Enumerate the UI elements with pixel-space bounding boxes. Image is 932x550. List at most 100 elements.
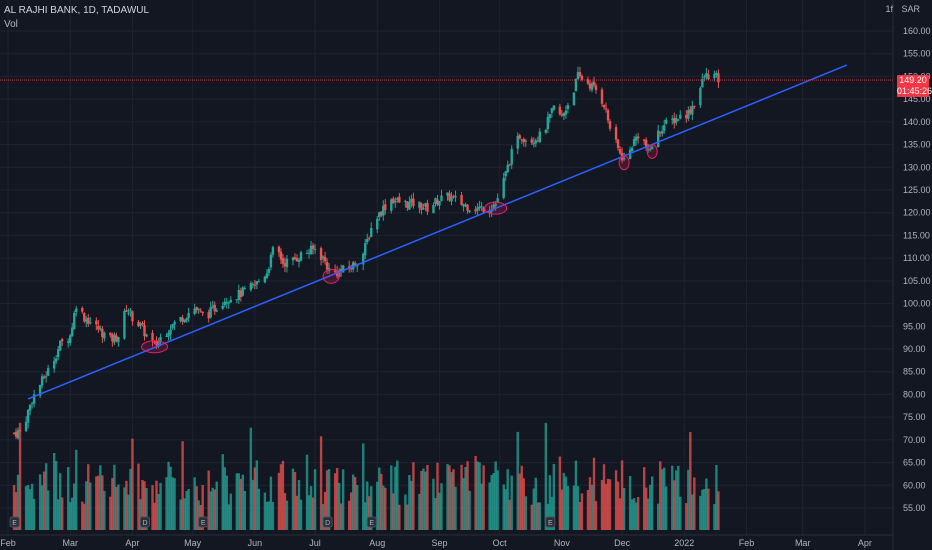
volume-bar (255, 460, 259, 530)
candle-body (319, 248, 323, 260)
x-tick-label: Aug (369, 538, 385, 548)
candle-body (42, 376, 46, 378)
volume-bar (293, 472, 297, 530)
y-tick-label: 125.00 (903, 185, 931, 195)
currency-icon: 1f (885, 4, 893, 14)
volume-bar (115, 486, 118, 530)
candle-body (370, 228, 373, 238)
candle-body (59, 340, 62, 351)
volume-bar (24, 486, 28, 530)
candle-body (95, 320, 98, 325)
volume-bar (353, 477, 357, 530)
candle-body (229, 299, 232, 303)
volume-bar (313, 469, 317, 530)
candle-body (201, 311, 204, 314)
volume-bar (376, 481, 379, 530)
candle-body (424, 203, 427, 207)
volume-bar (677, 465, 680, 530)
volume-bar (408, 474, 411, 530)
candle-body (185, 318, 188, 321)
volume-bar (185, 490, 188, 530)
candle-body (661, 130, 664, 134)
candle-body (560, 114, 564, 116)
candle-body (586, 79, 590, 84)
y-tick-label: 145.00 (903, 94, 931, 104)
event-marker-label: E (548, 520, 553, 527)
candle-body (378, 212, 381, 218)
candle-body (574, 78, 578, 92)
volume-bar (685, 503, 688, 530)
volume-bar (18, 422, 22, 530)
candle-body (701, 78, 704, 88)
volume-bar (311, 497, 315, 530)
candle-body (197, 308, 200, 310)
volume-indicator-label[interactable]: Vol (4, 19, 18, 30)
y-tick-label: 110.00 (903, 253, 930, 263)
candle-body (538, 131, 542, 143)
candle-body (440, 195, 443, 201)
volume-bar (588, 477, 592, 530)
candle-body (209, 307, 212, 318)
event-marker (198, 516, 209, 528)
volume-bar (297, 480, 301, 530)
event-marker-label: E (201, 520, 206, 527)
candle-body (679, 114, 682, 119)
candle-body (650, 146, 654, 150)
candle-body (12, 432, 16, 434)
candle-body (608, 121, 612, 129)
volume-bar (691, 494, 694, 530)
volume-bar (536, 502, 540, 530)
candle-body (717, 73, 720, 83)
volume-bar (590, 484, 594, 530)
volume-bar (558, 456, 562, 530)
volume-bar (67, 467, 70, 530)
volume-bar (392, 493, 395, 530)
volume-bar (356, 485, 359, 530)
volume-bar (650, 476, 654, 530)
candle-body (566, 105, 570, 109)
candle-body (659, 131, 662, 133)
volume-bar (424, 471, 427, 530)
y-tick-label: 155.00 (903, 49, 931, 59)
candle-body (548, 114, 552, 119)
volume-bar (207, 470, 210, 530)
volume-bar (454, 486, 457, 530)
candle-body (139, 323, 142, 326)
candle-body (83, 313, 86, 322)
volume-bar (396, 460, 399, 530)
volume-bar (81, 501, 84, 530)
candle-body (699, 87, 702, 106)
y-tick-label: 90.00 (903, 344, 926, 354)
candle-body (466, 204, 469, 211)
volume-bar (580, 493, 584, 530)
candle-body (558, 106, 562, 115)
candle-body (239, 290, 243, 298)
event-marker-label: E (12, 520, 17, 527)
candle-body (396, 198, 399, 200)
candle-body (494, 203, 497, 207)
candle-body (125, 310, 128, 312)
candle-body (285, 258, 289, 268)
volume-bar (689, 431, 692, 530)
candle-body (313, 248, 317, 250)
candle-body (530, 139, 533, 143)
event-marker (545, 516, 556, 528)
x-tick-label: Oct (493, 538, 508, 548)
volume-bar (717, 491, 720, 530)
volume-bar (56, 499, 60, 530)
volume-bar (410, 480, 413, 530)
currency-label[interactable]: 1f SAR (879, 4, 920, 14)
candle-body (432, 204, 435, 214)
volume-bar (173, 478, 176, 530)
candle-body (171, 324, 174, 329)
candle-body (616, 139, 620, 149)
volume-bar (586, 490, 590, 530)
event-marker (9, 516, 20, 528)
volume-bar (620, 460, 624, 530)
currency-text: SAR (901, 4, 920, 14)
candle-body (127, 312, 130, 314)
volume-bar (532, 488, 535, 530)
symbol-title: AL RAJHI BANK, 1D, TADAWUL (4, 5, 150, 16)
candle-body (165, 335, 168, 337)
